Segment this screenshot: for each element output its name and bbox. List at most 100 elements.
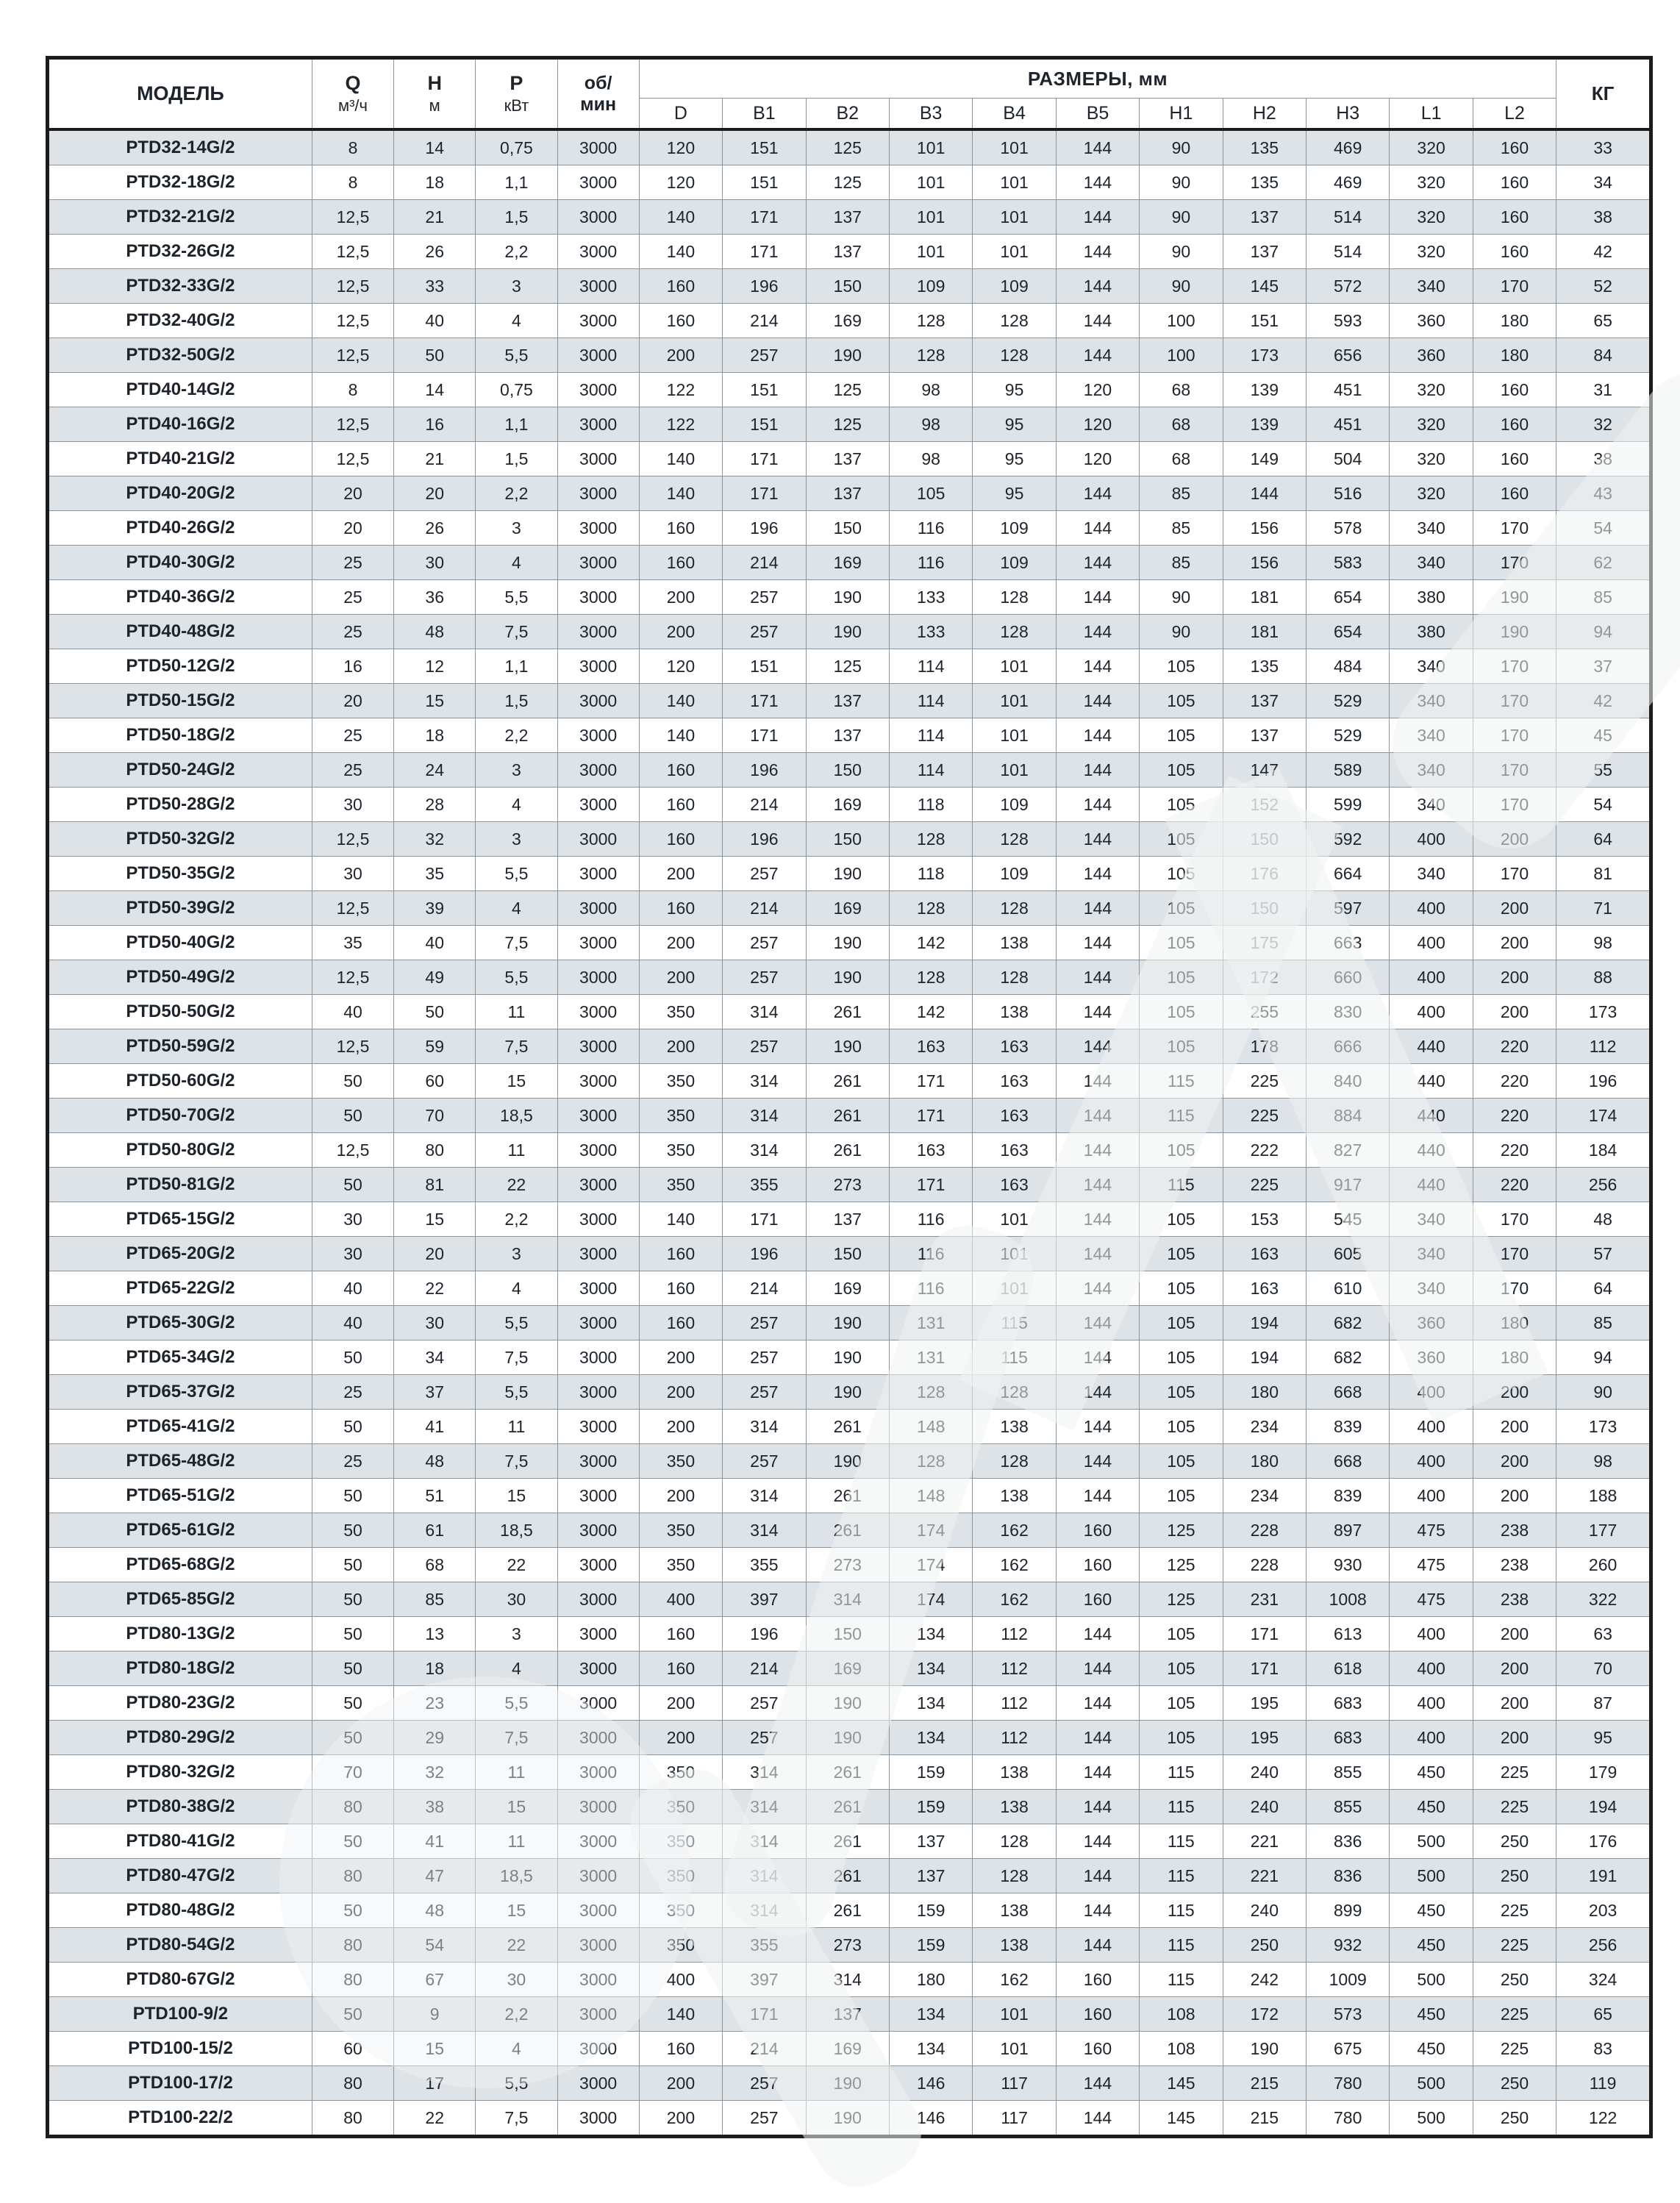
value-cell: 138 <box>972 994 1057 1029</box>
value-cell: 220 <box>1472 1029 1557 1064</box>
value-cell: 81 <box>393 1167 476 1202</box>
value-cell: 350 <box>638 1167 723 1202</box>
value-cell: 160 <box>1472 234 1557 269</box>
value-cell: 116 <box>888 1271 973 1306</box>
value-cell: 55 <box>1556 752 1651 788</box>
value-cell: 200 <box>638 1409 723 1444</box>
value-cell: 109 <box>972 510 1057 546</box>
value-cell: 160 <box>638 890 723 926</box>
value-cell: 3000 <box>557 752 640 788</box>
value-cell: 80 <box>311 1927 395 1963</box>
value-cell: 125 <box>805 129 890 165</box>
value-cell: 105 <box>1139 1443 1223 1479</box>
value-cell: 1,1 <box>475 165 558 200</box>
value-cell: 228 <box>1222 1513 1307 1548</box>
table-row: PTD40-14G/2 8 14 0,75 3000 122 151 125 98 95 120 68… <box>47 372 1651 407</box>
value-cell: 14 <box>393 129 476 165</box>
value-cell: 3000 <box>557 925 640 960</box>
value-cell: 3000 <box>557 890 640 926</box>
value-cell: 3000 <box>557 1720 640 1755</box>
value-cell: 400 <box>1389 1685 1473 1721</box>
value-cell: 144 <box>1055 510 1140 546</box>
value-cell: 68 <box>1139 372 1223 407</box>
value-cell: 190 <box>805 1720 890 1755</box>
value-cell: 583 <box>1305 545 1390 580</box>
value-cell: 200 <box>638 1478 723 1513</box>
value-cell: 151 <box>1222 303 1307 338</box>
value-cell: 589 <box>1305 752 1390 788</box>
value-cell: 140 <box>638 683 723 718</box>
value-cell: 171 <box>722 199 807 235</box>
value-cell: 4 <box>475 787 558 822</box>
value-cell: 115 <box>1139 1063 1223 1099</box>
value-cell: 350 <box>638 994 723 1029</box>
value-cell: 257 <box>722 2065 807 2101</box>
value-cell: 257 <box>722 1443 807 1479</box>
value-cell: 261 <box>805 1063 890 1099</box>
value-cell: 120 <box>638 165 723 200</box>
value-cell: 484 <box>1305 649 1390 684</box>
value-cell: 314 <box>722 1789 807 1824</box>
value-cell: 214 <box>722 303 807 338</box>
model-cell: PTD80-67G/2 <box>47 1962 312 1997</box>
value-cell: 163 <box>888 1132 973 1168</box>
value-cell: 3 <box>475 821 558 857</box>
value-cell: 12,5 <box>311 268 395 304</box>
value-cell: 200 <box>1472 925 1557 960</box>
value-cell: 20 <box>311 683 395 718</box>
value-cell: 3000 <box>557 1893 640 1928</box>
value-cell: 340 <box>1389 856 1473 891</box>
value-cell: 100 <box>1139 303 1223 338</box>
model-cell: PTD50-49G/2 <box>47 960 312 995</box>
value-cell: 21 <box>393 441 476 476</box>
value-cell: 133 <box>888 614 973 649</box>
value-cell: 144 <box>1055 752 1140 788</box>
value-cell: 196 <box>722 821 807 857</box>
value-cell: 261 <box>805 1754 890 1790</box>
table-row: PTD32-40G/2 12,5 40 4 3000 160 214 169 128 128 144… <box>47 303 1651 338</box>
value-cell: 475 <box>1389 1547 1473 1582</box>
value-cell: 214 <box>722 890 807 926</box>
value-cell: 176 <box>1556 1824 1651 1859</box>
value-cell: 240 <box>1222 1754 1307 1790</box>
model-cell: PTD80-47G/2 <box>47 1858 312 1893</box>
table-row: PTD40-21G/2 12,5 21 1,5 3000 140 171 137 98 95 120… <box>47 441 1651 476</box>
value-cell: 340 <box>1389 268 1473 304</box>
value-cell: 85 <box>393 1582 476 1617</box>
value-cell: 134 <box>888 1651 973 1686</box>
model-cell: PTD32-18G/2 <box>47 165 312 200</box>
value-cell: 855 <box>1305 1789 1390 1824</box>
value-cell: 3 <box>475 1236 558 1271</box>
value-cell: 70 <box>311 1754 395 1790</box>
value-cell: 32 <box>393 821 476 857</box>
value-cell: 314 <box>722 1754 807 1790</box>
value-cell: 65 <box>1556 303 1651 338</box>
value-cell: 137 <box>805 718 890 753</box>
value-cell: 169 <box>805 787 890 822</box>
model-cell: PTD50-59G/2 <box>47 1029 312 1064</box>
value-cell: 682 <box>1305 1305 1390 1340</box>
value-cell: 80 <box>311 1789 395 1824</box>
value-cell: 7,5 <box>475 2100 558 2137</box>
value-cell: 160 <box>638 752 723 788</box>
value-cell: 780 <box>1305 2065 1390 2101</box>
value-cell: 440 <box>1389 1098 1473 1133</box>
value-cell: 101 <box>972 1996 1057 2032</box>
value-cell: 400 <box>1389 1374 1473 1410</box>
value-cell: 3000 <box>557 1927 640 1963</box>
value-cell: 4 <box>475 303 558 338</box>
value-cell: 60 <box>311 2031 395 2066</box>
value-cell: 100 <box>1139 338 1223 373</box>
value-cell: 350 <box>638 1513 723 1548</box>
value-cell: 160 <box>638 268 723 304</box>
value-cell: 64 <box>1556 1271 1651 1306</box>
col-header-p: Р кВт <box>475 57 558 131</box>
value-cell: 314 <box>722 1858 807 1893</box>
value-cell: 3000 <box>557 129 640 165</box>
value-cell: 128 <box>888 303 973 338</box>
value-cell: 221 <box>1222 1858 1307 1893</box>
value-cell: 98 <box>1556 925 1651 960</box>
value-cell: 50 <box>311 1651 395 1686</box>
value-cell: 169 <box>805 1271 890 1306</box>
value-cell: 228 <box>1222 1547 1307 1582</box>
